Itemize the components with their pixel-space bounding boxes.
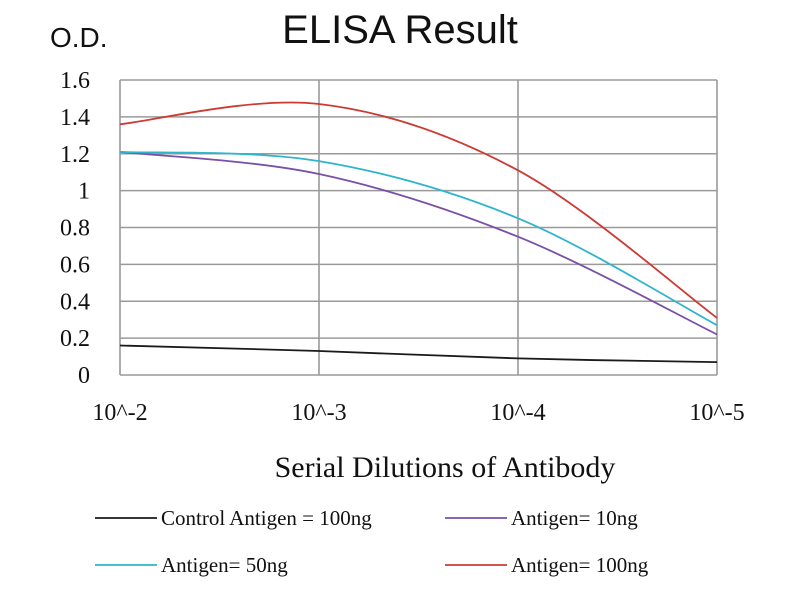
- x-tick-label: 10^-2: [92, 400, 147, 426]
- y-tick-label: 1.2: [60, 142, 90, 168]
- series-line-1: [119, 344, 718, 363]
- tick-layer: 0 0.2 0.4 0.6 0.8 1 1.2 1.4 1.6 10^-2 10^-3 10^-4 10…: [60, 68, 745, 426]
- legend: Control Antigen = 100ng Antigen= 10ng Anti…: [95, 506, 649, 577]
- y-tick-label: 0.4: [60, 289, 90, 315]
- y-tick-label: 1: [78, 179, 90, 205]
- series-line-3: [119, 151, 718, 327]
- y-tick-label: 1.6: [60, 68, 90, 94]
- grid-layer: [119, 79, 718, 376]
- x-tick-label: 10^-5: [689, 400, 744, 426]
- legend-label: Antigen= 10ng: [511, 506, 638, 530]
- series-line-2: [119, 151, 718, 336]
- y-tick-label: 1.4: [60, 105, 90, 131]
- legend-label: Control Antigen = 100ng: [161, 506, 372, 530]
- series-layer: [119, 101, 718, 363]
- chart-title: ELISA Result: [282, 8, 518, 52]
- legend-label: Antigen= 100ng: [511, 553, 649, 577]
- x-axis-label: Serial Dilutions of Antibody: [275, 451, 616, 484]
- y-tick-label: 0.6: [60, 252, 90, 278]
- y-tick-label: 0: [78, 363, 90, 389]
- x-tick-label: 10^-4: [490, 400, 545, 426]
- series-line-4: [119, 101, 718, 319]
- y-axis-label: O.D.: [50, 22, 108, 53]
- y-tick-label: 0.2: [60, 326, 90, 352]
- legend-label: Antigen= 50ng: [161, 553, 288, 577]
- x-tick-label: 10^-3: [291, 400, 346, 426]
- y-tick-label: 0.8: [60, 216, 90, 242]
